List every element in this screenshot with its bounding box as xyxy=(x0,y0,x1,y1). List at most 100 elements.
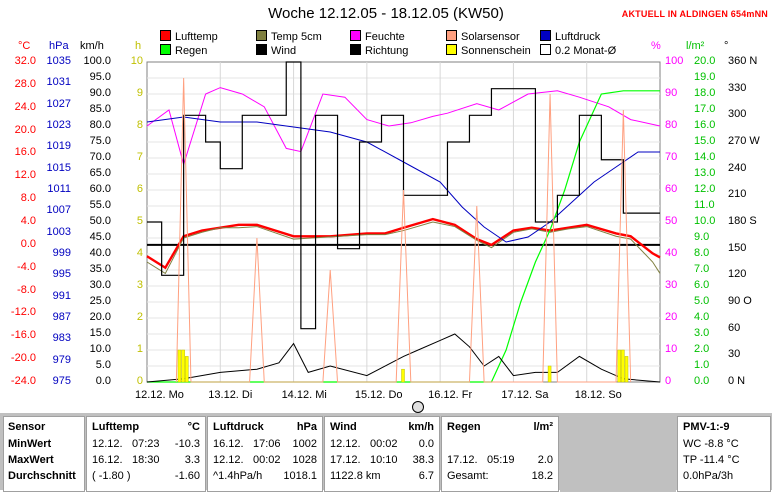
luftdruck-unit: hPa xyxy=(296,421,317,433)
celsius-tick: -16.0 xyxy=(10,329,36,342)
percent-tick: 30 xyxy=(665,279,678,291)
hours-tick: 2 xyxy=(136,311,143,323)
legend-item: 0.2 Monat-Ø xyxy=(540,44,616,57)
wind-min-date: 12.12. xyxy=(330,438,361,450)
celsius-tick: -4.0 xyxy=(17,260,36,273)
celsius-tick: 0.0 xyxy=(20,237,36,250)
direction-tick: 150 xyxy=(728,241,747,254)
kmh-tick: 55.0 xyxy=(89,199,111,211)
hours-unit: h xyxy=(135,40,142,52)
legend-item: Feuchte xyxy=(350,30,405,43)
legend-swatch xyxy=(446,30,457,41)
lufttemp-unit: °C xyxy=(187,421,200,433)
hours-tick: 1 xyxy=(136,343,143,355)
lufttemp-max-date: 16.12. xyxy=(92,454,123,466)
wind-min-value: 0.0 xyxy=(418,438,434,450)
lufttemp-avg-note: ( -1.80 ) xyxy=(92,470,131,482)
x-axis-day-label: 15.12. Do xyxy=(354,389,403,401)
percent-tick: 90 xyxy=(665,87,678,99)
hpa-tick: 1007 xyxy=(46,204,71,217)
celsius-tick: -24.0 xyxy=(10,375,36,387)
hpa-tick: 1027 xyxy=(46,97,71,110)
legend-item: Wind xyxy=(256,44,296,57)
percent-unit: % xyxy=(651,40,661,52)
blank-column xyxy=(560,416,676,492)
legend-label: Wind xyxy=(271,45,297,57)
luftdruck-max-value: 1028 xyxy=(292,454,317,466)
degree-unit: ° xyxy=(724,40,729,52)
row-label-avg: Durchschnitt xyxy=(8,470,76,482)
direction-tick: 360 N xyxy=(728,55,758,67)
wind-unit: km/h xyxy=(408,421,434,433)
luftdruck-min-time: 17:06 xyxy=(253,438,281,450)
rain-unit: l/m² xyxy=(686,40,705,52)
rain-tick: 0.0 xyxy=(694,375,710,387)
legend-item: Solarsensor xyxy=(446,30,520,43)
series-wind xyxy=(146,333,661,383)
legend-label: Temp 5cm xyxy=(271,31,322,43)
kmh-tick: 75.0 xyxy=(89,135,111,147)
hpa-tick: 1015 xyxy=(46,161,71,174)
navigation-knob-icon[interactable] xyxy=(412,401,424,413)
rain-tick: 3.0 xyxy=(694,327,710,339)
rain-tick: 14.0 xyxy=(694,151,716,163)
current-location-link[interactable]: AKTUELL IN ALDINGEN 654mNN xyxy=(621,9,768,19)
rain-tick: 7.0 xyxy=(694,263,710,275)
percent-tick: 80 xyxy=(665,119,678,131)
luftdruck-avg-value: 1018.1 xyxy=(283,470,317,482)
legend-item: Luftdruck xyxy=(540,30,600,43)
hpa-tick: 979 xyxy=(52,353,71,366)
legend-label: Lufttemp xyxy=(175,31,218,43)
pmv-column: PMV-1:-9 WC -8.8 °C TP -11.4 °C 0.0hPa/3… xyxy=(677,416,771,492)
regen-header: Regen xyxy=(447,421,481,433)
kmh-tick: 60.0 xyxy=(89,183,111,195)
kmh-tick: 90.0 xyxy=(89,87,111,99)
hpa-unit: hPa xyxy=(49,40,69,52)
rain-tick: 13.0 xyxy=(694,167,716,179)
luftdruck-max-date: 12.12. xyxy=(213,454,244,466)
percent-tick: 0 xyxy=(665,375,672,387)
sensor-column: Sensor MinWert MaxWert Durchschnitt xyxy=(3,416,85,492)
sunshine-bar xyxy=(401,368,405,383)
lufttemp-max-value: 3.3 xyxy=(184,454,200,466)
windchill-value: WC -8.8 °C xyxy=(683,438,739,450)
luftdruck-max-time: 00:02 xyxy=(253,454,281,466)
celsius-tick: 32.0 xyxy=(14,55,36,67)
luftdruck-column: Luftdruck hPa 16.12. 17:06 1002 12.12. 0… xyxy=(207,416,323,492)
celsius-tick: 4.0 xyxy=(20,215,36,227)
hpa-tick: 995 xyxy=(52,268,71,281)
sunshine-bar xyxy=(617,349,621,383)
rain-tick: 5.0 xyxy=(694,295,710,307)
luftdruck-header: Luftdruck xyxy=(213,421,264,433)
direction-tick: 30 xyxy=(728,348,741,361)
lufttemp-min-time: 07:23 xyxy=(132,438,160,450)
regen-max-value: 2.0 xyxy=(537,454,553,466)
pmv-header: PMV-1:-9 xyxy=(683,421,730,433)
legend-swatch xyxy=(160,30,171,41)
sunshine-bar xyxy=(624,356,629,383)
direction-tick: 60 xyxy=(728,321,741,334)
sunshine-bar xyxy=(185,356,189,383)
legend-swatch xyxy=(446,44,457,55)
percent-tick: 10 xyxy=(665,343,678,355)
rain-tick: 16.0 xyxy=(694,119,716,131)
series-solarsensor xyxy=(175,77,632,383)
wind-max-date: 17.12. xyxy=(330,454,361,466)
legend-swatch xyxy=(350,30,361,41)
legend-swatch xyxy=(350,44,361,55)
kmh-tick: 35.0 xyxy=(89,263,111,275)
kmh-tick: 15.0 xyxy=(89,327,111,339)
lufttemp-avg-value: -1.60 xyxy=(174,470,200,482)
lufttemp-header: Lufttemp xyxy=(92,421,140,433)
kmh-tick: 45.0 xyxy=(89,231,111,243)
direction-tick: 90 O xyxy=(728,295,752,307)
hpa-tick: 983 xyxy=(52,332,71,345)
x-axis-day-label: 12.12. Mo xyxy=(135,389,184,401)
row-label-min: MinWert xyxy=(8,438,52,450)
series-richtung xyxy=(147,61,660,330)
legend-label: Regen xyxy=(175,45,208,57)
celsius-unit: °C xyxy=(18,40,31,52)
pressure-trend-value: 0.0hPa/3h xyxy=(683,470,734,482)
hours-tick: 8 xyxy=(136,119,143,131)
wind-header: Wind xyxy=(330,421,357,433)
